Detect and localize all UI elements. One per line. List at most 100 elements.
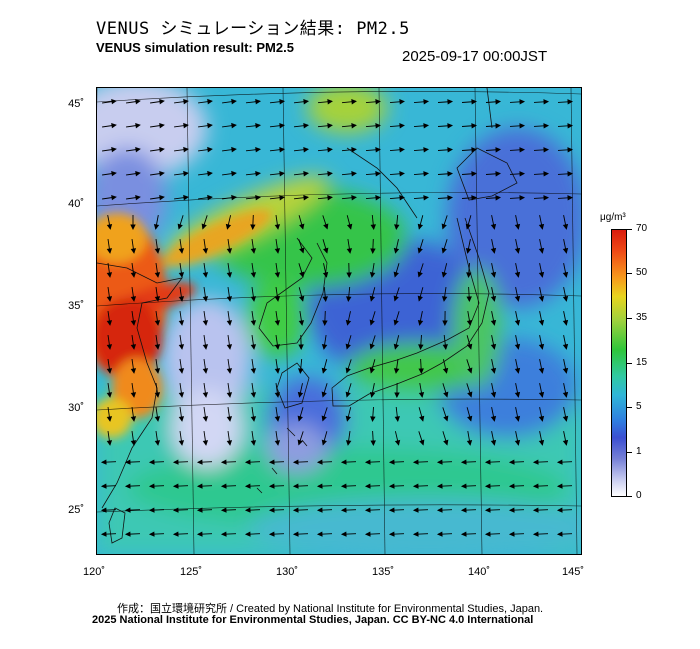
wind-arrow-head [279, 123, 286, 129]
wind-arrow-head [562, 295, 569, 302]
wind-arrow-head [183, 146, 189, 153]
wind-arrow-head [207, 194, 213, 201]
colorbar-label-70: 70 [636, 223, 648, 234]
wind-arrow-head [159, 194, 165, 201]
wind-arrow-head [399, 123, 406, 129]
wind-arrow-head [495, 195, 502, 201]
wind-arrow-head [207, 146, 213, 153]
wind-arrow-head [495, 123, 502, 129]
wind-arrow-head [202, 440, 209, 446]
wind-arrow-head [441, 247, 447, 254]
wind-arrow-head [364, 531, 371, 537]
wind-arrow-head [274, 296, 281, 302]
lon-label-120: 120˚ [82, 566, 106, 578]
wind-arrow-head [202, 416, 209, 422]
wind-arrow-head [327, 99, 334, 105]
wind-arrow-head [519, 171, 526, 177]
wind-arrow-head [220, 531, 227, 537]
wind-arrow-head [202, 344, 209, 350]
wind-arrow-head [196, 531, 203, 537]
wind-arrow-head [484, 507, 491, 513]
wind-arrow-head [388, 483, 395, 489]
wind-arrow-head [322, 320, 328, 327]
wind-arrow-head [303, 99, 310, 105]
wind-arrow-head [321, 415, 327, 422]
wind-arrow-head [268, 459, 275, 465]
wind-arrow-head [130, 440, 137, 446]
wind-arrow-head [412, 483, 419, 489]
wind-arrow-head [490, 247, 497, 254]
wind-arrow-head [490, 415, 497, 422]
wind-arrow-head [538, 391, 545, 398]
lon-label-125: 125˚ [179, 566, 203, 578]
wind-arrow-head [351, 171, 358, 177]
wind-arrow-head [299, 271, 305, 278]
wind-arrow-head [370, 440, 376, 447]
wind-arrow-head [490, 295, 497, 302]
wind-arrow-head [399, 147, 406, 153]
wind-arrow-head [130, 272, 137, 278]
wind-arrow-head [490, 271, 497, 278]
wind-arrow-head [130, 368, 137, 374]
wind-arrow-head [538, 343, 545, 350]
wind-arrow-head [130, 224, 136, 231]
lat-label-45: 45˚ [68, 98, 84, 110]
colorbar-tick [626, 452, 632, 453]
wind-arrow-head [274, 440, 281, 446]
colorbar-tick [626, 363, 632, 364]
colorbar-tick [626, 496, 632, 497]
wind-arrow-head [375, 147, 382, 153]
wind-arrow-head [303, 171, 310, 177]
wind-arrow-head [538, 319, 545, 326]
wind-arrow-head [370, 224, 376, 231]
wind-arrow-head [466, 320, 473, 326]
wind-arrow-head [207, 98, 213, 105]
graticule [97, 88, 581, 554]
wind-arrow-head [490, 319, 497, 326]
wind-arrow-head [556, 507, 563, 513]
wind-arrow-head [538, 271, 545, 278]
wind-arrow-head [226, 440, 233, 446]
title-english: VENUS simulation result: PM2.5 [96, 40, 294, 55]
wind-arrow-head [159, 122, 165, 129]
wind-arrow-head [172, 459, 179, 465]
wind-arrow-head [375, 171, 382, 177]
wind-arrow-head [562, 391, 569, 398]
wind-arrow-head [471, 171, 478, 177]
wind-arrow-head [220, 459, 227, 465]
wind-arrow-head [364, 459, 371, 465]
wind-arrow-head [225, 223, 232, 230]
wind-arrow-head [388, 507, 395, 513]
wind-arrow-head [375, 123, 382, 129]
wind-arrow-head [562, 247, 569, 254]
wind-arrow-head [514, 367, 521, 374]
wind-arrow-head [177, 223, 183, 230]
wind-arrow-head [279, 195, 286, 201]
lon-label-145: 145˚ [561, 566, 585, 578]
wind-arrow-head [220, 507, 227, 513]
wind-arrow-head [178, 368, 185, 374]
wind-arrow-head [567, 147, 574, 153]
wind-arrow-head [393, 343, 400, 350]
wind-arrow-head [514, 415, 521, 422]
wind-arrow-head [346, 296, 352, 303]
colorbar-label-0: 0 [636, 490, 642, 501]
wind-arrow-head [394, 439, 401, 446]
wind-arrow-head [345, 391, 351, 398]
wind-arrow-head [226, 368, 233, 374]
wind-arrow-head [567, 123, 574, 129]
wind-arrow-head [172, 531, 179, 537]
wind-arrow-head [436, 531, 443, 537]
wind-arrow-head [154, 344, 161, 350]
wind-arrow-head [250, 440, 257, 446]
wind-arrow-head [135, 194, 141, 201]
wind-arrow-head [538, 367, 545, 374]
wind-arrow-head [417, 320, 424, 326]
wind-arrow-head [202, 296, 209, 302]
wind-arrow-head [471, 147, 478, 153]
wind-arrow-head [274, 224, 281, 230]
wind-arrow-head [412, 459, 419, 465]
wind-arrow-head [100, 483, 107, 489]
wind-arrow-head [231, 146, 237, 153]
wind-arrow-head [460, 507, 467, 513]
